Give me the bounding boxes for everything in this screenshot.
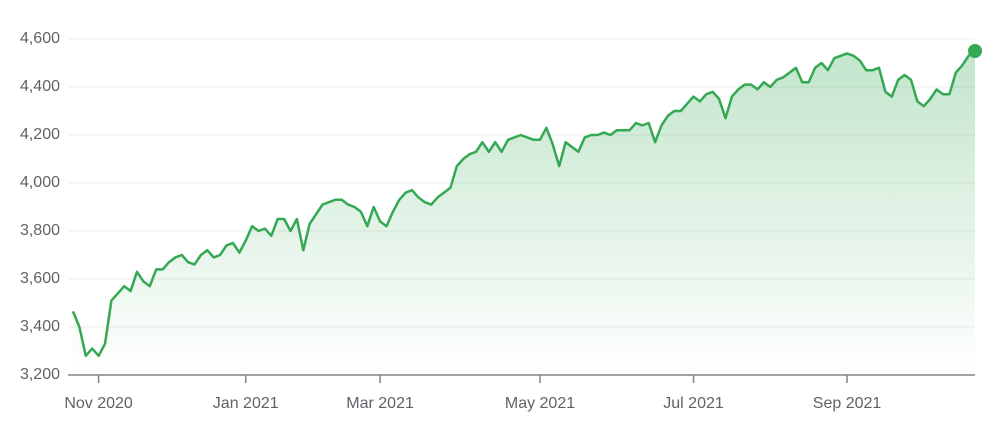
y-tick-label: 3,800: [20, 222, 60, 239]
y-tick-label: 4,000: [20, 174, 60, 191]
area-fill: [73, 51, 975, 375]
y-tick-label: 3,400: [20, 318, 60, 335]
y-tick-label: 4,400: [20, 78, 60, 95]
y-tick-label: 4,200: [20, 126, 60, 143]
x-tick-label: Nov 2020: [64, 395, 133, 412]
x-tick-label: Mar 2021: [346, 395, 414, 412]
x-tick-label: Sep 2021: [813, 395, 882, 412]
y-tick-label: 3,600: [20, 270, 60, 287]
x-tick-label: May 2021: [505, 395, 575, 412]
price-line: [71, 50, 976, 358]
y-tick-label: 4,600: [20, 30, 60, 47]
x-tick-label: Jan 2021: [213, 395, 279, 412]
y-tick-label: 3,200: [20, 366, 60, 383]
last-point: [968, 44, 982, 58]
x-tick-label: Jul 2021: [663, 395, 724, 412]
